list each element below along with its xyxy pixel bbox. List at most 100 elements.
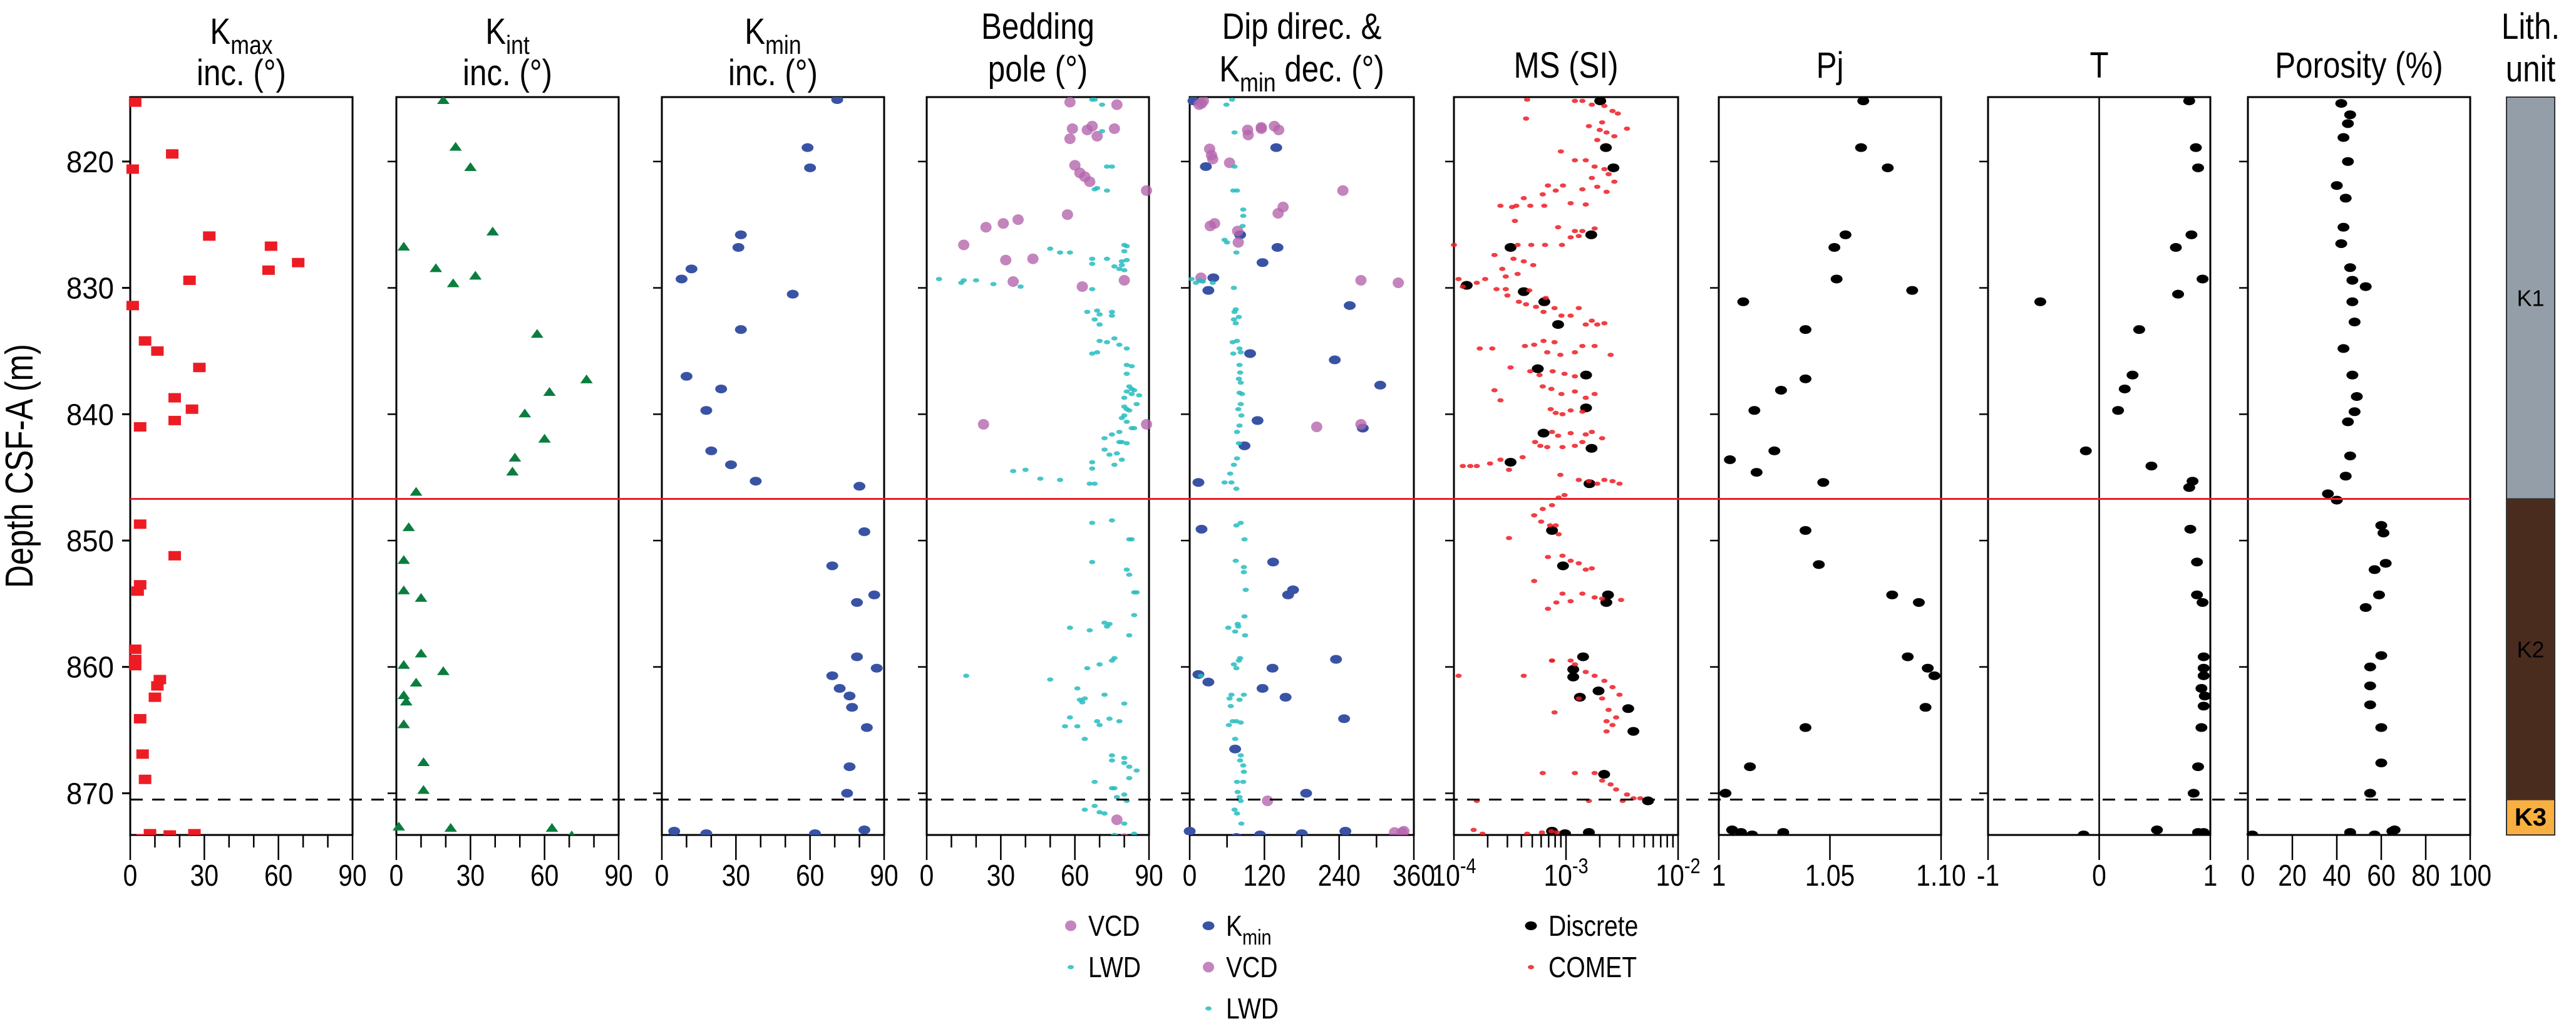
data-point [1267, 557, 1279, 567]
data-point [1541, 204, 1548, 208]
data-point [1558, 313, 1565, 318]
data-point [2183, 483, 2195, 492]
data-point [126, 164, 139, 174]
data-point [1224, 240, 1230, 245]
legend-item: Discrete [1525, 910, 1638, 943]
x-tick-label: 90 [604, 859, 632, 893]
data-point [1106, 452, 1113, 457]
data-point [1592, 687, 1605, 696]
data-point [804, 163, 817, 172]
panel-pj: Pj 1 1.05 1.10 [1710, 45, 1966, 893]
data-point [801, 143, 814, 152]
data-point [1254, 831, 1266, 835]
data-point [1074, 724, 1081, 728]
data-point [833, 684, 846, 693]
data-point [1558, 391, 1565, 396]
data-point [1064, 133, 1076, 145]
x-tick-label: 0 [655, 859, 669, 893]
panel-title-line1: Kmin [744, 11, 801, 60]
data-point [1103, 339, 1110, 345]
data-point [1548, 430, 1555, 434]
data-point [1091, 804, 1098, 809]
data-point [1460, 464, 1466, 469]
panel-frame [1188, 96, 1415, 836]
data-point [1545, 554, 1552, 559]
data-point [415, 648, 428, 658]
data-point [168, 415, 181, 425]
data-point [397, 555, 410, 564]
data-point [185, 404, 198, 414]
data-point [1504, 457, 1517, 467]
data-point [1330, 655, 1342, 664]
data-point [2364, 681, 2376, 690]
series-ms-discrete [1460, 97, 1654, 835]
data-point [148, 692, 162, 702]
panel-title-line1: Kmax [210, 11, 273, 60]
data-point [1236, 795, 1243, 799]
data-point [1609, 108, 1616, 113]
data-point [436, 97, 450, 105]
legend-item: VCD [1065, 910, 1140, 943]
data-point [2195, 684, 2208, 693]
data-point [1398, 826, 1410, 835]
legend-item: LWD [1068, 951, 1141, 984]
data-point [1589, 566, 1595, 571]
panel-title-line1: Dip direc. & [1222, 6, 1382, 47]
data-point [1133, 590, 1140, 595]
data-point [1121, 760, 1128, 765]
data-point [1603, 719, 1610, 723]
data-point [1101, 447, 1108, 452]
data-point [1572, 389, 1579, 394]
data-point [1126, 408, 1133, 413]
data-point [1234, 779, 1240, 784]
x-tick-label: 1 [2203, 859, 2218, 893]
data-point [1922, 663, 1934, 673]
x-tick-label: 30 [987, 859, 1015, 893]
data-point [1520, 195, 1527, 200]
data-point [1066, 123, 1078, 134]
data-point [1091, 131, 1103, 142]
data-point [1126, 764, 1133, 769]
data-point [1236, 363, 1243, 368]
data-point [1081, 737, 1088, 742]
data-point [1572, 158, 1579, 163]
data-point [1227, 471, 1234, 476]
data-point [1611, 134, 1618, 138]
data-point [1235, 624, 1242, 629]
data-point [2192, 163, 2204, 172]
data-point [2346, 276, 2359, 285]
data-point [1118, 274, 1130, 286]
data-point [2337, 133, 2350, 142]
data-point [1609, 685, 1616, 690]
data-point [1553, 600, 1560, 605]
data-point [1817, 478, 1830, 487]
data-point [1121, 821, 1128, 826]
data-point [2346, 370, 2359, 380]
series-dip-kmin [1183, 97, 1386, 835]
data-point [1451, 242, 1457, 247]
data-point [705, 446, 718, 455]
x-tick-label: 10-3 [1543, 854, 1588, 893]
data-point [1116, 430, 1123, 434]
data-point [1118, 262, 1125, 267]
data-point [1538, 830, 1545, 835]
data-point [1603, 729, 1610, 733]
data-point [1555, 532, 1562, 537]
data-point [1256, 684, 1269, 693]
data-point [1344, 301, 1356, 310]
x-tick-label: -1 [1977, 859, 1999, 893]
data-point [1123, 257, 1130, 262]
data-point [1567, 431, 1574, 435]
data-point [1919, 703, 1932, 712]
data-point [2246, 831, 2259, 835]
data-point [1116, 342, 1123, 347]
data-point [1505, 536, 1512, 541]
data-point [1238, 413, 1245, 418]
data-point [1601, 103, 1608, 108]
data-point [1567, 408, 1574, 413]
data-point [1233, 486, 1240, 491]
